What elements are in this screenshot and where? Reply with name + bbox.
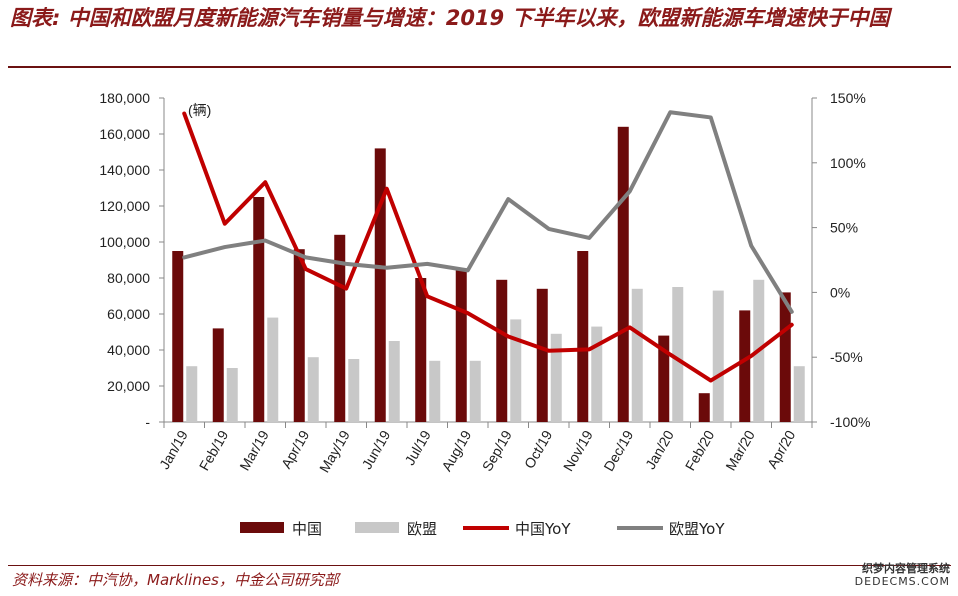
x-tick-label: Nov/19 bbox=[560, 427, 596, 474]
right-tick-label: 50% bbox=[830, 220, 858, 236]
right-tick-label: 100% bbox=[830, 155, 866, 171]
x-tick-label: Feb/19 bbox=[196, 427, 232, 473]
right-tick-label: 0% bbox=[830, 284, 850, 300]
x-tick-label: Sep/19 bbox=[479, 427, 515, 474]
x-tick-label: Jun/19 bbox=[358, 427, 393, 472]
source-note: 资料来源：中汽协，Marklines，中金公司研究部 bbox=[12, 571, 339, 589]
x-tick-label: Aug/19 bbox=[438, 427, 474, 474]
china-bar bbox=[658, 335, 670, 422]
china-bar bbox=[536, 288, 548, 422]
x-tick-label: Jan/20 bbox=[642, 427, 677, 472]
china-bar bbox=[779, 292, 791, 422]
left-tick-label: 100,000 bbox=[99, 234, 150, 250]
eu-bar bbox=[550, 333, 562, 422]
x-tick-label: Apr/19 bbox=[278, 427, 313, 471]
eu-bar bbox=[591, 326, 603, 422]
x-tick-label: Oct/19 bbox=[521, 427, 556, 471]
eu-bar bbox=[469, 360, 481, 422]
left-tick-label: 80,000 bbox=[107, 270, 150, 286]
china-bar bbox=[577, 251, 589, 422]
china-bar bbox=[617, 126, 629, 423]
eu-bar bbox=[631, 288, 643, 422]
legend-label: 欧盟YoY bbox=[669, 520, 725, 538]
chart-title: 图表: 中国和欧盟月度新能源汽车销量与增速：2019 下半年以来，欧盟新能源车增… bbox=[10, 6, 890, 30]
left-tick-label: 60,000 bbox=[107, 306, 150, 322]
left-tick-label: 120,000 bbox=[99, 198, 150, 214]
eu-bar bbox=[307, 357, 319, 422]
china-bar bbox=[172, 251, 184, 422]
eu-bar bbox=[793, 366, 805, 422]
eu-bar bbox=[388, 341, 400, 422]
china-bar bbox=[212, 328, 224, 422]
left-tick-label: 140,000 bbox=[99, 162, 150, 178]
x-tick-label: Jul/19 bbox=[401, 427, 434, 468]
eu-bar bbox=[186, 366, 198, 422]
legend-label: 中国 bbox=[292, 520, 322, 538]
right-tick-label: -50% bbox=[830, 349, 863, 365]
left-tick-label: 180,000 bbox=[99, 90, 150, 106]
watermark-line1: 织梦内容管理系统 bbox=[862, 562, 950, 575]
china-bar bbox=[415, 278, 427, 422]
left-tick-label: 160,000 bbox=[99, 126, 150, 142]
left-tick-label: 20,000 bbox=[107, 378, 150, 394]
x-tick-label: Dec/19 bbox=[600, 427, 636, 474]
right-tick-label: -100% bbox=[830, 414, 870, 430]
plot-group: - 20,000 40,000 60,000 80,000 100,000 120,000 1… bbox=[99, 90, 870, 475]
china-bar bbox=[374, 148, 386, 422]
title-divider bbox=[8, 66, 951, 68]
right-tick-label: 150% bbox=[830, 90, 866, 106]
legend: 中国 欧盟 中国YoY 欧盟YoY bbox=[240, 520, 725, 538]
footer-divider bbox=[8, 565, 951, 566]
unit-label: (辆) bbox=[188, 102, 211, 118]
legend-label: 欧盟 bbox=[407, 520, 437, 538]
china-bar bbox=[739, 310, 751, 422]
china-bar bbox=[455, 269, 467, 422]
china-bar bbox=[698, 393, 710, 422]
left-tick-label: - bbox=[145, 414, 150, 430]
legend-china-swatch bbox=[240, 522, 284, 533]
china-bar bbox=[253, 197, 265, 422]
eu-bar bbox=[672, 287, 684, 422]
x-tick-label: May/19 bbox=[316, 427, 353, 475]
china-bar bbox=[293, 249, 305, 422]
eu-bar bbox=[429, 360, 441, 422]
eu-yoy-line bbox=[182, 110, 794, 314]
x-tick-label: Jan/19 bbox=[156, 427, 191, 472]
x-tick-label: Apr/20 bbox=[764, 427, 799, 471]
china-bar bbox=[334, 234, 346, 422]
eu-bar bbox=[267, 317, 279, 422]
legend-label: 中国YoY bbox=[515, 520, 571, 538]
x-tick-label: Mar/20 bbox=[722, 427, 758, 473]
eu-bar bbox=[712, 290, 724, 422]
watermark-line2: DEDECMS.COM bbox=[854, 575, 950, 588]
left-tick-label: 40,000 bbox=[107, 342, 150, 358]
eu-bar bbox=[226, 368, 238, 422]
x-tick-label: Feb/20 bbox=[682, 427, 718, 473]
legend-eu-swatch bbox=[355, 522, 399, 533]
china-bar bbox=[496, 279, 508, 422]
china-yoy-line bbox=[182, 111, 794, 383]
eu-bar bbox=[510, 319, 522, 422]
eu-bar bbox=[348, 359, 360, 422]
x-tick-label: Mar/19 bbox=[236, 427, 272, 473]
watermark: 织梦内容管理系统 DEDECMS.COM bbox=[855, 562, 950, 588]
